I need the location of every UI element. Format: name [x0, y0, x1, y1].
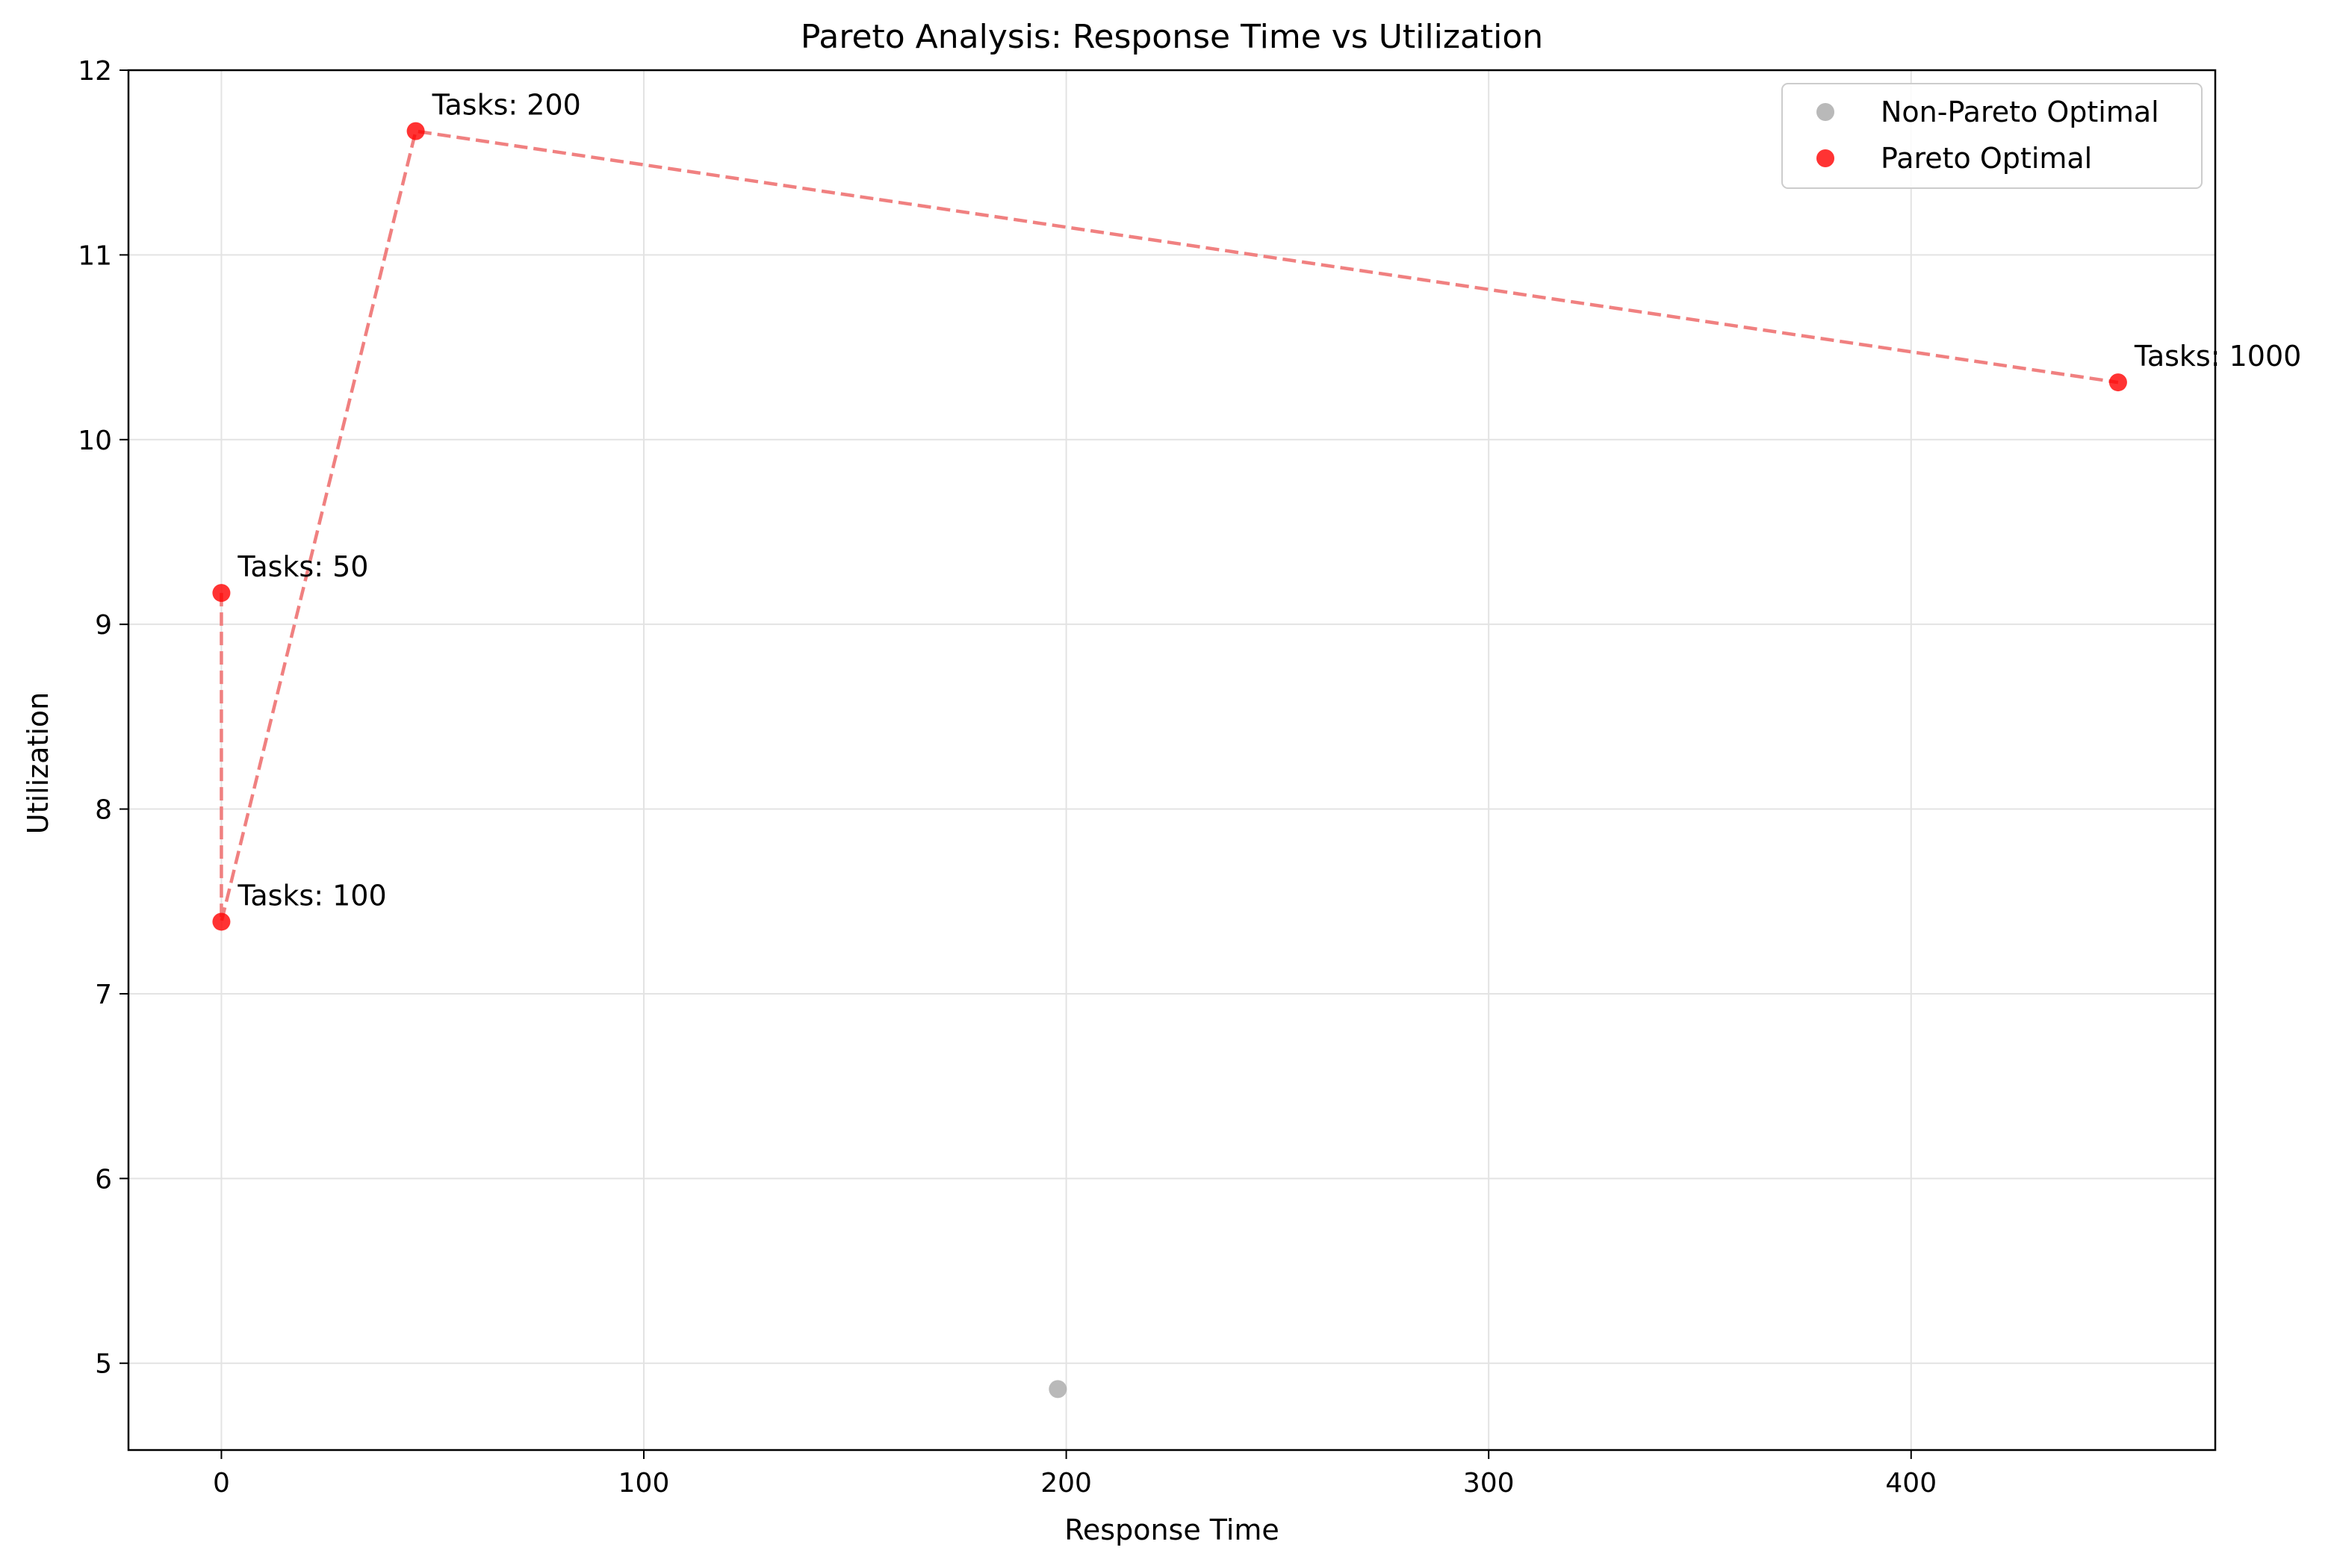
pareto-point — [406, 122, 425, 140]
legend-marker-pareto — [1816, 149, 1834, 167]
legend: Non-Pareto Optimal Pareto Optimal — [1781, 83, 2203, 189]
point-annotation: Tasks: 200 — [432, 89, 581, 122]
x-tick-label: 0 — [213, 1468, 230, 1499]
legend-marker-non-pareto — [1816, 103, 1834, 121]
y-tick-label: 9 — [95, 610, 112, 641]
point-annotation: Tasks: 50 — [237, 550, 368, 583]
y-tick-label: 7 — [95, 980, 112, 1010]
y-tick-label: 8 — [95, 795, 112, 826]
frontier-line-layer — [220, 129, 2119, 923]
plot-frame — [127, 69, 2217, 1452]
y-tick-label: 11 — [78, 240, 112, 271]
legend-label-pareto: Pareto Optimal — [1881, 142, 2092, 175]
pareto-frontier-line — [220, 129, 2119, 923]
x-tick-label: 400 — [1885, 1468, 1937, 1499]
pareto-point — [212, 584, 231, 603]
chart-title: Pareto Analysis: Response Time vs Utiliz… — [801, 18, 1543, 56]
x-axis-label: Response Time — [1064, 1513, 1279, 1546]
annotation-layer: Tasks: 50 Tasks: 100 Tasks: 200 Tasks: 1000 — [237, 89, 2301, 912]
point-annotation: Tasks: 1000 — [2134, 340, 2301, 373]
x-tick-label: 100 — [618, 1468, 670, 1499]
y-tick-label: 10 — [78, 426, 112, 456]
legend-box — [1781, 83, 2203, 189]
pareto-point — [212, 912, 231, 931]
non-pareto-point — [1049, 1380, 1067, 1399]
point-annotation: Tasks: 100 — [237, 879, 386, 912]
y-axis-label: Utilization — [22, 692, 55, 834]
x-tick-label: 300 — [1463, 1468, 1515, 1499]
data-point-layer — [212, 122, 2127, 1399]
tick-layer: 0 100 200 300 400 5 6 7 8 9 10 11 12 — [78, 56, 1937, 1499]
y-tick-label: 6 — [95, 1164, 112, 1195]
y-tick-label: 5 — [95, 1349, 112, 1380]
x-tick-label: 200 — [1040, 1468, 1092, 1499]
legend-label-non-pareto: Non-Pareto Optimal — [1881, 96, 2159, 128]
pareto-point — [2108, 373, 2127, 392]
y-tick-label: 12 — [78, 56, 112, 87]
